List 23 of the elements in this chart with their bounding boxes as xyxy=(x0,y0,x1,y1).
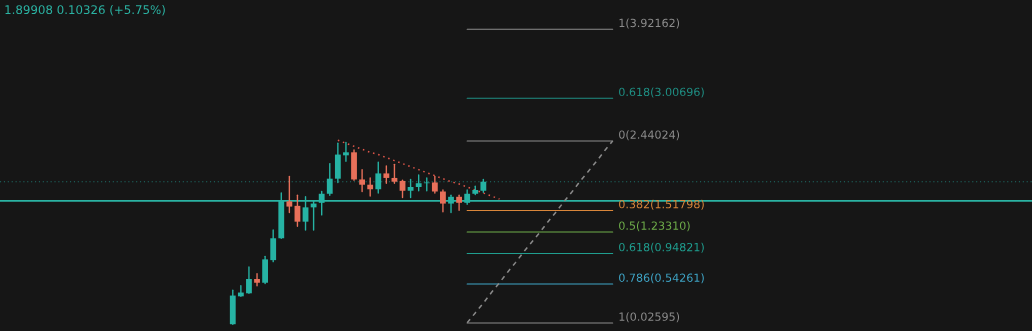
candlestick xyxy=(407,178,414,199)
ref-line-label: 1(3.92162) xyxy=(619,18,680,29)
ref-line-label: 0.618(0.94821) xyxy=(619,242,704,253)
candlestick xyxy=(254,273,260,287)
ref-line-label: 0.382(1.51798) xyxy=(619,199,704,210)
candlestick xyxy=(456,194,463,212)
candlestick xyxy=(440,189,446,213)
candlestick xyxy=(262,255,269,285)
candlestick xyxy=(326,162,333,196)
ref-line-label: 0.5(1.23310) xyxy=(619,221,690,232)
candlestick xyxy=(270,229,277,263)
candlestick xyxy=(286,175,293,214)
ref-line-label: 0.618(3.00696) xyxy=(619,87,704,98)
ref-line-label: 0(2.44024) xyxy=(619,130,680,141)
candlestick xyxy=(343,141,349,163)
ref-line-label: 0.786(0.54261) xyxy=(619,273,704,284)
candlestick xyxy=(391,163,398,184)
candlestick xyxy=(367,177,374,197)
candlestick xyxy=(246,266,252,294)
candlestick xyxy=(359,168,366,193)
candlestick xyxy=(375,161,382,194)
ref-line-label: 1(0.02595) xyxy=(619,312,680,323)
text: 1.89908 0.10326 (+5.75%) xyxy=(5,4,165,16)
